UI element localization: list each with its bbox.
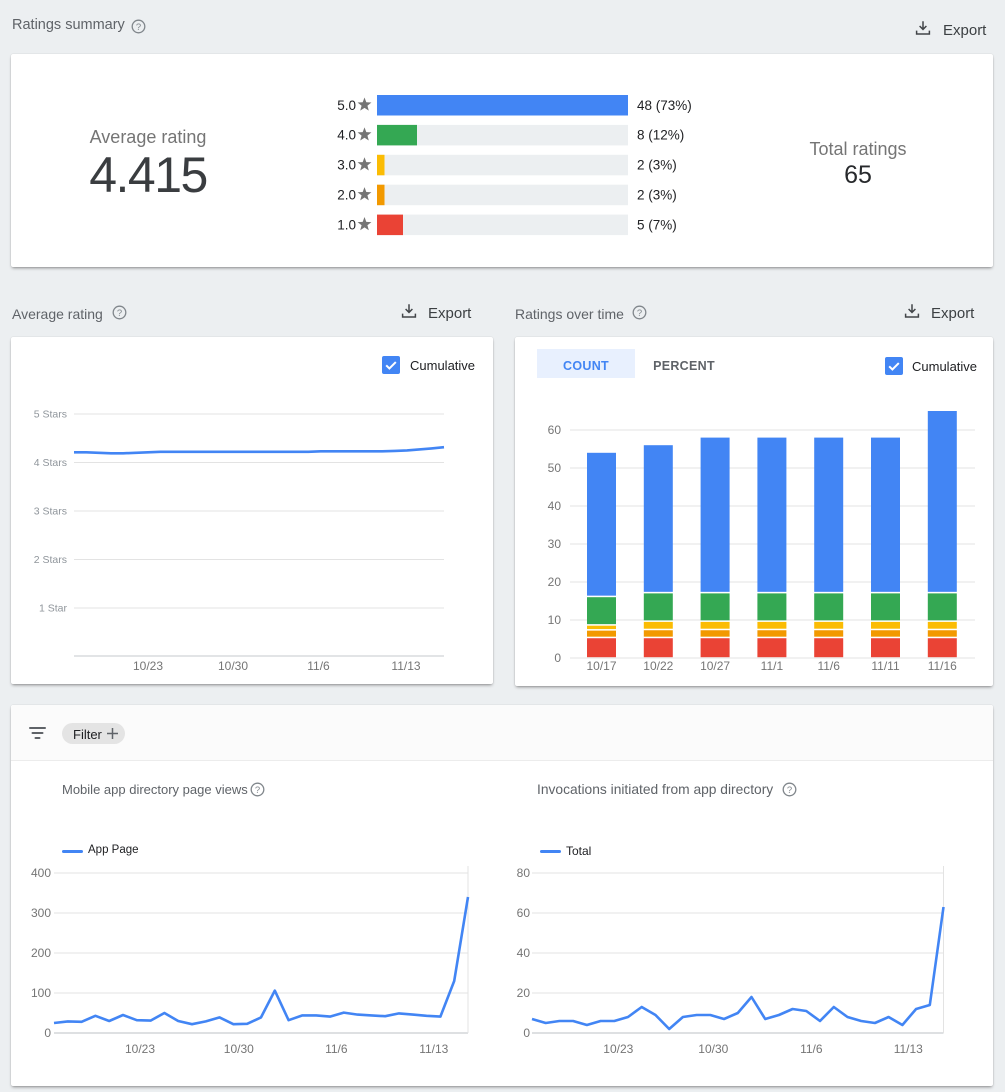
svg-text:11/16: 11/16 [928, 659, 957, 673]
svg-text:48 (73%): 48 (73%) [637, 98, 692, 113]
svg-text:10/22: 10/22 [643, 659, 673, 673]
svg-text:11/13: 11/13 [894, 1042, 923, 1056]
svg-text:10/17: 10/17 [586, 659, 616, 673]
svg-text:20: 20 [548, 575, 562, 589]
svg-text:2.0: 2.0 [337, 187, 356, 202]
svg-text:11/11: 11/11 [871, 659, 900, 673]
svg-text:200: 200 [31, 946, 51, 960]
svg-text:10/23: 10/23 [133, 659, 163, 673]
svg-text:4.0: 4.0 [337, 128, 356, 143]
svg-text:60: 60 [517, 906, 531, 920]
svg-text:11/13: 11/13 [391, 659, 420, 673]
svg-text:0: 0 [523, 1026, 530, 1040]
svg-text:10/27: 10/27 [700, 659, 730, 673]
svg-text:5 Stars: 5 Stars [34, 409, 67, 421]
svg-text:5 (7%): 5 (7%) [637, 217, 677, 232]
svg-text:40: 40 [517, 946, 531, 960]
svg-text:40: 40 [548, 499, 562, 513]
svg-text:30: 30 [548, 537, 562, 551]
svg-text:?: ? [136, 22, 141, 33]
svg-text:11/6: 11/6 [817, 659, 840, 673]
svg-text:2 (3%): 2 (3%) [637, 158, 677, 173]
svg-text:10/30: 10/30 [698, 1042, 728, 1056]
svg-text:10: 10 [548, 613, 562, 627]
svg-text:5.0: 5.0 [337, 98, 356, 113]
svg-text:11/6: 11/6 [325, 1042, 348, 1056]
svg-text:?: ? [787, 785, 792, 796]
svg-text:?: ? [637, 308, 642, 319]
svg-text:100: 100 [31, 986, 51, 1000]
svg-text:2 (3%): 2 (3%) [637, 187, 677, 202]
svg-text:3 Stars: 3 Stars [34, 506, 67, 518]
svg-text:?: ? [117, 308, 122, 319]
svg-text:8 (12%): 8 (12%) [637, 128, 684, 143]
svg-text:11/13: 11/13 [419, 1042, 448, 1056]
svg-text:2 Stars: 2 Stars [34, 554, 67, 566]
svg-text:?: ? [255, 785, 260, 796]
svg-text:4 Stars: 4 Stars [34, 457, 67, 469]
svg-text:10/30: 10/30 [224, 1042, 254, 1056]
svg-text:11/6: 11/6 [800, 1042, 823, 1056]
svg-text:11/1: 11/1 [761, 659, 784, 673]
svg-text:11/6: 11/6 [307, 659, 330, 673]
svg-text:1 Star: 1 Star [39, 603, 68, 615]
svg-text:300: 300 [31, 906, 51, 920]
svg-text:10/23: 10/23 [603, 1042, 633, 1056]
svg-text:10/30: 10/30 [218, 659, 248, 673]
svg-text:0: 0 [44, 1026, 51, 1040]
svg-text:1.0: 1.0 [337, 217, 356, 232]
svg-text:60: 60 [548, 423, 562, 437]
svg-text:50: 50 [548, 461, 562, 475]
svg-text:3.0: 3.0 [337, 158, 356, 173]
svg-text:400: 400 [31, 866, 51, 880]
svg-text:80: 80 [517, 866, 531, 880]
svg-text:10/23: 10/23 [125, 1042, 155, 1056]
svg-text:20: 20 [517, 986, 531, 1000]
svg-text:0: 0 [554, 651, 561, 665]
